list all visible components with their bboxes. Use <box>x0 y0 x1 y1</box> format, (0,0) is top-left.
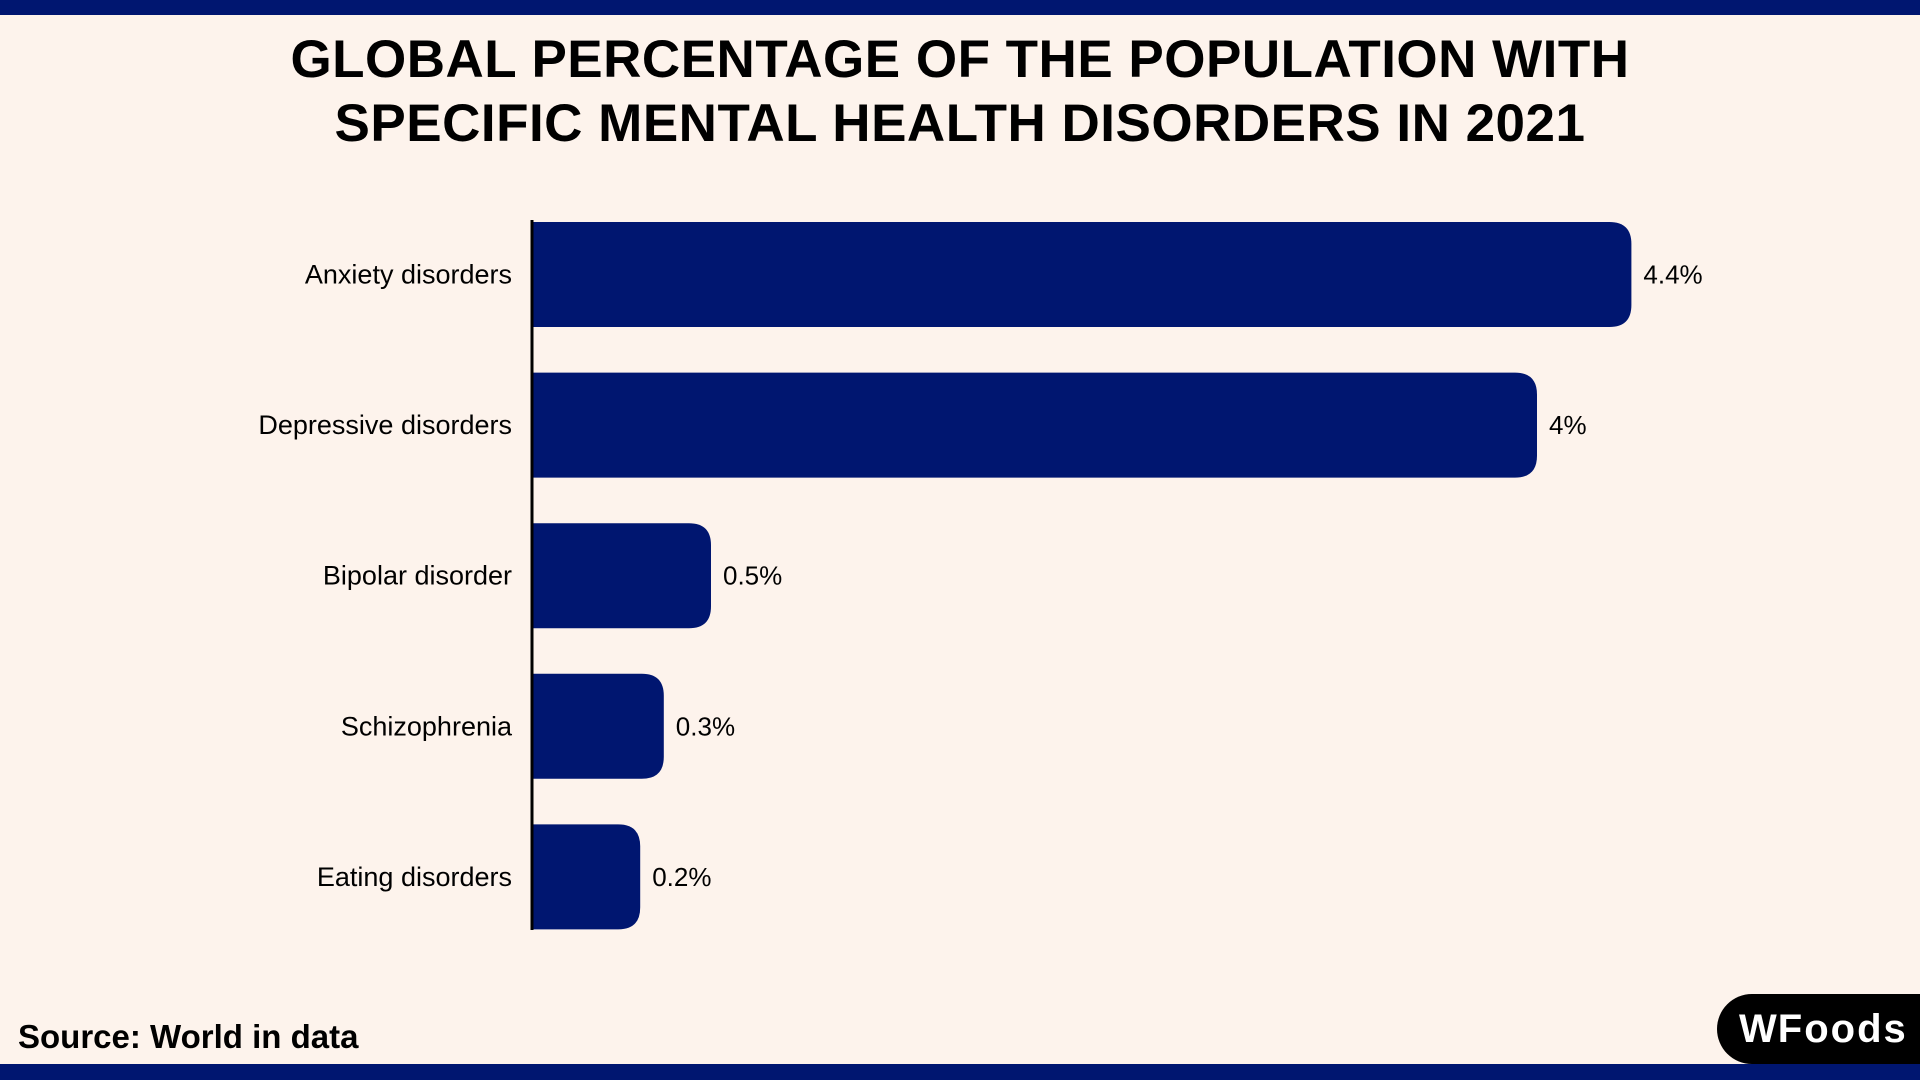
value-label: 4% <box>1549 410 1587 440</box>
bar <box>533 824 641 930</box>
top-band <box>0 0 1920 15</box>
bottom-band <box>0 1064 1920 1080</box>
value-label: 0.5% <box>723 561 782 591</box>
category-label: Eating disorders <box>317 862 512 892</box>
title-line-1: GLOBAL PERCENTAGE OF THE POPULATION WITH <box>290 30 1630 89</box>
value-label: 0.2% <box>652 862 711 892</box>
value-label: 4.4% <box>1643 260 1702 290</box>
category-label: Bipolar disorder <box>323 561 512 591</box>
source-note: Source: World in data <box>18 1018 359 1055</box>
wfoods-logo: WFoods <box>1717 994 1920 1064</box>
chart-title: GLOBAL PERCENTAGE OF THE POPULATION WITH… <box>0 28 1920 156</box>
bar <box>533 523 711 629</box>
title-line-2: SPECIFIC MENTAL HEALTH DISORDERS IN 2021 <box>334 94 1586 153</box>
category-label: Depressive disorders <box>258 410 512 440</box>
category-label: Anxiety disorders <box>305 260 512 290</box>
category-label: Schizophrenia <box>341 711 513 741</box>
value-label: 0.3% <box>676 711 735 741</box>
bar <box>533 222 1632 327</box>
bar <box>533 372 1537 478</box>
bar <box>533 673 664 779</box>
